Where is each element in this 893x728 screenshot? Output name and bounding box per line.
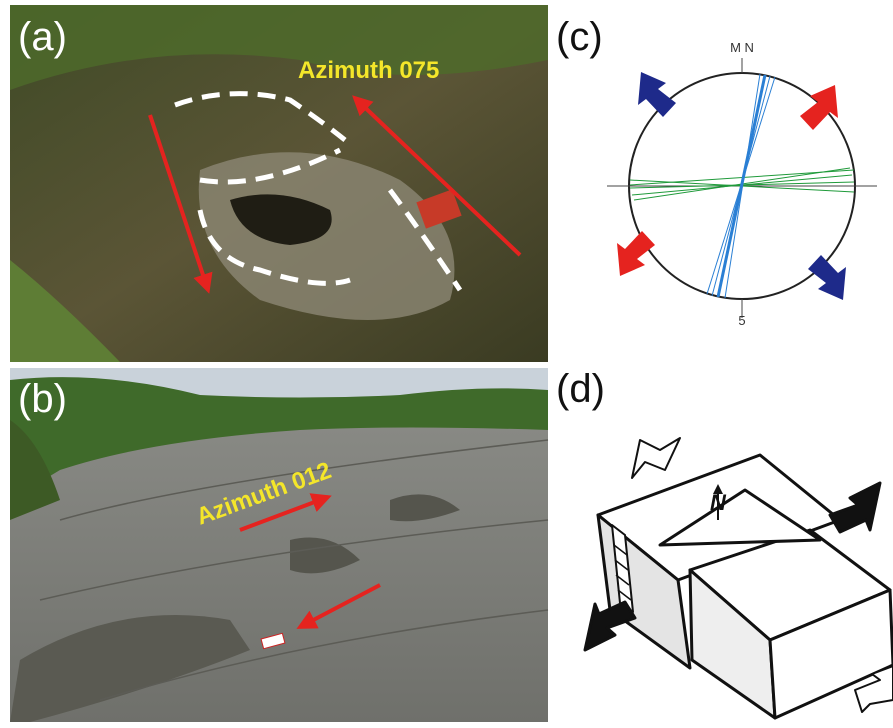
north-labels: M N (730, 40, 754, 55)
photo-b: (b) Azimuth 012 (10, 368, 548, 722)
annotation: Azimuth 075 (298, 57, 439, 84)
panel-label: (a) (18, 15, 67, 59)
panel-label: (b) (18, 377, 67, 421)
stereonet: (c) M N 5 (556, 15, 877, 328)
panel-label: (c) (556, 15, 603, 59)
panel-label: (d) (556, 367, 605, 411)
block-diagram: (d) N (556, 367, 893, 718)
north-symbol: N (710, 490, 727, 515)
photo-a: (a) Azimuth 075 (10, 5, 548, 362)
figure: (a) Azimuth 075 (b) Azimuth 012 (c) (0, 0, 893, 728)
south-label: 5 (738, 313, 745, 328)
